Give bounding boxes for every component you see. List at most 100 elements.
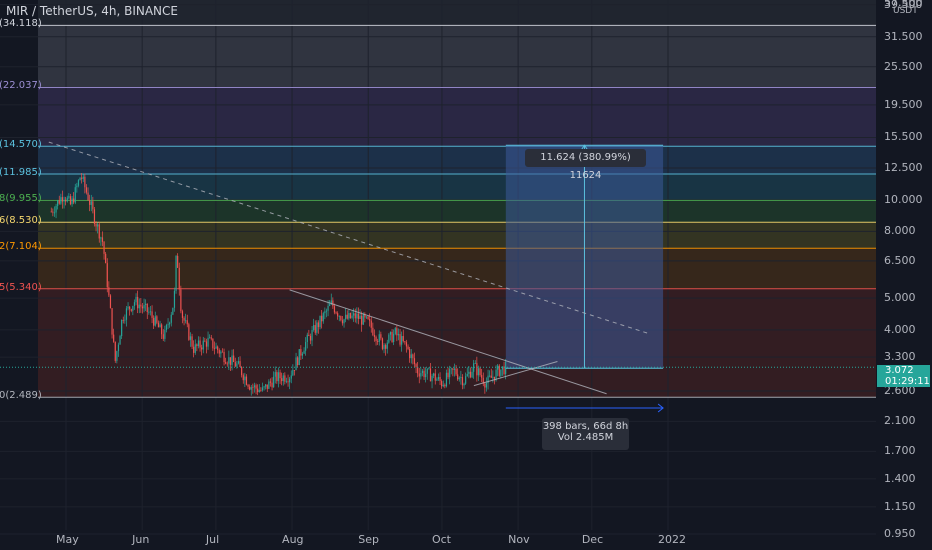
candle-body <box>117 344 120 352</box>
candle-body <box>338 316 340 317</box>
current-price-badge: 3.072 01:29:11 <box>877 365 930 387</box>
fib-level-label: (14.570) <box>0 139 42 151</box>
candle-body <box>103 241 105 254</box>
fib-band <box>38 288 876 398</box>
candle-body <box>217 346 219 351</box>
candle-body <box>489 375 491 377</box>
candle-body <box>100 237 102 239</box>
fib-level-label: 6(8.530) <box>0 215 42 227</box>
candle-body <box>303 350 305 354</box>
price-tick-label: 1.400 <box>884 471 916 485</box>
price-tick-label: 10.000 <box>884 192 923 206</box>
price-tick-label: 1.150 <box>884 499 916 513</box>
candle-body <box>252 387 254 388</box>
price-tick-label: 15.500 <box>884 130 923 144</box>
candle-body <box>183 317 185 321</box>
candle-body <box>445 372 448 387</box>
candle-body <box>71 198 73 205</box>
fib-level-label: 8(9.955) <box>0 193 42 205</box>
candle-body <box>218 350 220 354</box>
candle-body <box>244 376 246 381</box>
candle-body <box>409 349 411 359</box>
candle-body <box>57 200 59 206</box>
fib-band <box>38 146 876 174</box>
candle-body <box>199 340 201 348</box>
candle-body <box>449 369 451 378</box>
candle-body <box>493 376 496 381</box>
candle-body <box>263 386 265 388</box>
candle-body <box>311 330 313 341</box>
candle-body <box>369 319 371 321</box>
candle-body <box>164 329 166 339</box>
candle-body <box>429 368 432 382</box>
candle-body <box>260 390 262 391</box>
price-tick-label: 19.500 <box>884 97 923 111</box>
candle-body <box>501 366 504 370</box>
candle-body <box>503 366 505 375</box>
price-tick-label: 39.500 <box>884 0 923 11</box>
candle-body <box>295 357 297 371</box>
candle-body <box>407 346 409 350</box>
candle-body <box>281 378 283 382</box>
candle-body <box>431 375 433 382</box>
candle-body <box>361 315 363 325</box>
candle-body <box>469 371 472 378</box>
candle-body <box>468 371 470 374</box>
candle-body <box>441 381 443 387</box>
candle-body <box>116 351 118 361</box>
candle-body <box>273 376 275 388</box>
candle-body <box>308 334 310 336</box>
candle-body <box>319 315 321 328</box>
candle-body <box>137 296 139 309</box>
price-tick-label: 6.500 <box>884 253 916 267</box>
candle-body <box>236 363 238 367</box>
candle-body <box>279 372 281 379</box>
price-axis[interactable] <box>880 0 932 550</box>
candle-body <box>292 370 294 376</box>
candle-body <box>373 335 376 337</box>
candle-body <box>106 263 108 288</box>
candle-body <box>297 357 299 366</box>
candle-body <box>421 370 424 374</box>
candle-body <box>327 305 329 311</box>
candle-body <box>188 324 190 340</box>
candle-body <box>314 325 316 333</box>
candle-body <box>58 200 60 204</box>
candle-body <box>415 364 417 367</box>
candle-body <box>301 353 304 356</box>
candle-body <box>396 328 398 336</box>
candle-body <box>356 313 358 319</box>
candle-body <box>423 370 425 378</box>
candle-body <box>135 296 137 303</box>
candle-body <box>69 196 72 205</box>
candle-body <box>492 376 494 378</box>
candle-body <box>417 366 419 374</box>
candle-body <box>298 349 300 366</box>
candle-body <box>233 355 235 362</box>
candle-body <box>82 176 84 179</box>
candle-body <box>255 385 257 389</box>
candle-body <box>228 357 230 364</box>
candle-body <box>237 361 240 364</box>
candle-body <box>418 373 420 377</box>
candle-body <box>447 372 449 378</box>
candle-body <box>60 197 62 204</box>
candle-body <box>452 368 454 370</box>
candle-body <box>242 375 244 381</box>
candle-body <box>500 369 502 376</box>
candle-body <box>287 381 289 383</box>
candle-body <box>386 342 388 349</box>
candle-body <box>385 345 387 349</box>
candle-body <box>364 314 366 318</box>
candle-body <box>353 313 355 316</box>
candle-body <box>410 354 412 359</box>
candle-body <box>282 375 284 382</box>
candle-body <box>97 224 99 227</box>
candle-body <box>140 304 142 307</box>
fib-level-label: 5(5.340) <box>0 281 42 293</box>
candle-body <box>63 199 65 202</box>
candle-body <box>484 383 486 388</box>
candle-body <box>346 314 348 319</box>
candle-body <box>186 320 188 325</box>
